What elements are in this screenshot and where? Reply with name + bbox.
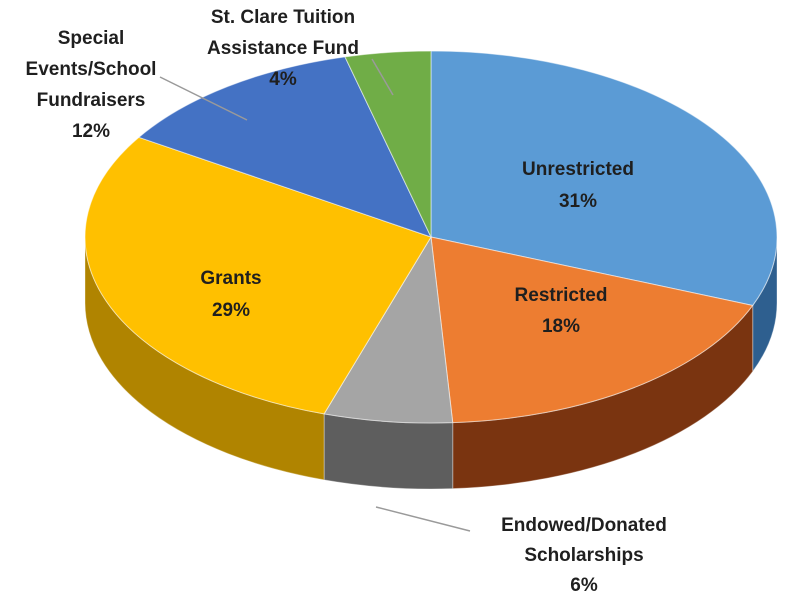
leader-line-endowed-donated-scholarships <box>375 506 471 532</box>
pie-slice-grants <box>84 136 432 415</box>
label-endowed-line1: Endowed/Donated <box>501 515 667 536</box>
label-special-events-value: 12% <box>72 121 110 142</box>
label-unrestricted-name: Unrestricted <box>522 159 634 180</box>
label-special-events-line3: Fundraisers <box>37 90 146 111</box>
label-unrestricted-value: 31% <box>559 191 597 212</box>
pie-side-endowed-donated-scholarships <box>323 413 454 490</box>
label-st-clare-value: 4% <box>269 69 297 90</box>
leader-lines <box>159 58 471 532</box>
label-restricted-value: 18% <box>542 316 580 337</box>
label-grants-value: 29% <box>212 300 250 321</box>
leader-line-special-events-school-fundraisers <box>159 76 248 121</box>
label-restricted-name: Restricted <box>515 285 608 306</box>
label-grants-name: Grants <box>200 268 261 289</box>
label-st-clare-line2: Assistance Fund <box>207 38 359 59</box>
label-st-clare-line1: St. Clare Tuition <box>211 7 355 28</box>
pie-slice-unrestricted <box>430 50 778 307</box>
pie-side-walls <box>84 236 778 490</box>
label-endowed-value: 6% <box>570 575 598 596</box>
label-special-events-line1: Special <box>58 28 125 49</box>
pie-slice-endowed-donated-scholarships <box>323 235 454 424</box>
pie-slice-st-clare-tuition-assistance-fund <box>344 50 432 238</box>
label-special-events-line2: Events/School <box>26 59 157 80</box>
leader-line-st-clare-tuition-assistance-fund <box>371 58 394 96</box>
label-endowed-line2: Scholarships <box>524 545 643 566</box>
pie-slice-restricted <box>430 236 754 424</box>
pie-top-faces <box>84 50 778 424</box>
